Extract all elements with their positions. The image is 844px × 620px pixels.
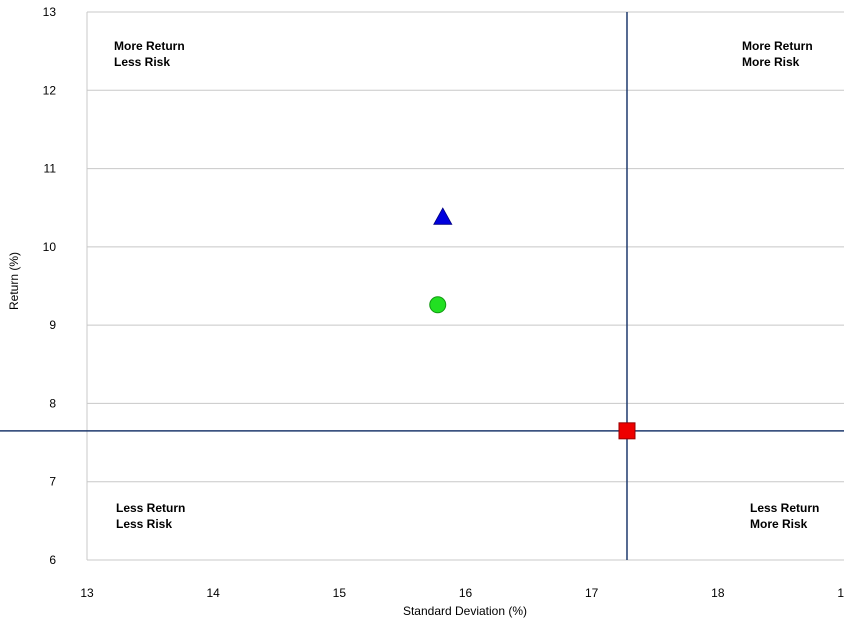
data-point-circle [429,296,447,314]
quadrant-label-bottom-left: Less Return Less Risk [116,501,189,531]
y-tick-label-10: 10 [43,240,57,254]
y-axis-title: Return (%) [7,252,21,310]
quadrant-label-top-right: More Return More Risk [742,39,816,69]
x-tick-label-17: 17 [585,586,599,600]
reference-lines [0,12,844,560]
quadrant-label-bottom-right-line1: Less Return [750,501,819,515]
data-point-triangle [433,207,453,225]
quadrant-label-top-left-line2: Less Risk [114,55,170,69]
y-tick-label-9: 9 [49,318,56,332]
y-tick-label-11: 11 [44,162,57,176]
quadrant-label-bottom-left-line2: Less Risk [116,517,172,531]
quadrant-label-top-right-line2: More Risk [742,55,800,69]
gridlines [87,11,844,561]
y-tick-label-7: 7 [49,475,56,489]
data-points [429,207,636,440]
x-tick-labels: 13 14 15 16 17 18 19 [80,586,844,600]
quadrant-label-bottom-right: Less Return More Risk [750,501,823,531]
quadrant-label-top-right-line1: More Return [742,39,813,53]
y-tick-labels: 6 7 8 9 10 11 12 13 [43,5,57,567]
quadrant-label-bottom-right-line2: More Risk [750,517,808,531]
quadrant-label-bottom-left-line1: Less Return [116,501,185,515]
y-tick-label-8: 8 [49,396,56,410]
x-tick-label-16: 16 [459,586,473,600]
x-tick-label-18: 18 [711,586,725,600]
x-tick-label-15: 15 [333,586,347,600]
y-tick-label-6: 6 [49,553,56,567]
y-tick-label-12: 12 [43,83,57,97]
quadrant-label-top-left: More Return Less Risk [114,39,188,69]
x-tick-label-13: 13 [80,586,94,600]
data-point-square [618,422,636,440]
quadrant-label-top-left-line1: More Return [114,39,185,53]
y-tick-label-13: 13 [43,5,57,19]
x-tick-label-19: 19 [837,586,844,600]
x-tick-label-14: 14 [206,586,220,600]
x-axis-title: Standard Deviation (%) [403,604,527,618]
